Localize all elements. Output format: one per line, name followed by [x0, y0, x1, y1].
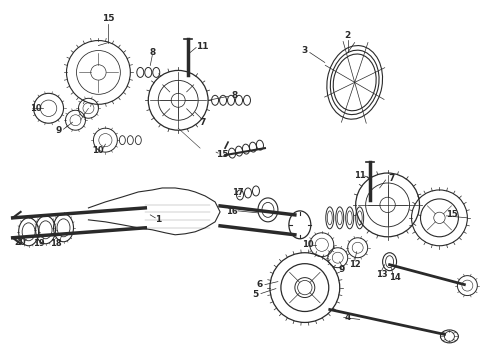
Text: 7: 7 [199, 118, 205, 127]
Text: 8: 8 [149, 48, 155, 57]
Text: 6: 6 [257, 280, 263, 289]
Text: 3: 3 [302, 46, 308, 55]
Text: 10: 10 [92, 145, 103, 154]
Text: 16: 16 [226, 207, 238, 216]
Text: 5: 5 [252, 290, 258, 299]
Text: 11: 11 [354, 171, 366, 180]
Text: 10: 10 [30, 104, 42, 113]
Text: 7: 7 [389, 174, 395, 183]
Text: 15: 15 [216, 150, 228, 159]
Text: 4: 4 [344, 313, 351, 322]
Text: 10: 10 [302, 240, 314, 249]
Text: 8: 8 [232, 91, 238, 100]
Text: 15: 15 [102, 14, 115, 23]
Text: 2: 2 [344, 31, 351, 40]
Text: 12: 12 [349, 260, 361, 269]
Text: 15: 15 [445, 210, 457, 219]
Text: 13: 13 [376, 270, 388, 279]
Text: 18: 18 [49, 239, 61, 248]
Text: 17: 17 [232, 188, 244, 197]
Text: 9: 9 [339, 265, 345, 274]
Text: 20: 20 [15, 238, 26, 247]
Text: 1: 1 [155, 215, 161, 224]
Text: 14: 14 [389, 273, 400, 282]
Text: 9: 9 [55, 126, 62, 135]
Text: 11: 11 [196, 42, 208, 51]
Text: 19: 19 [33, 239, 45, 248]
